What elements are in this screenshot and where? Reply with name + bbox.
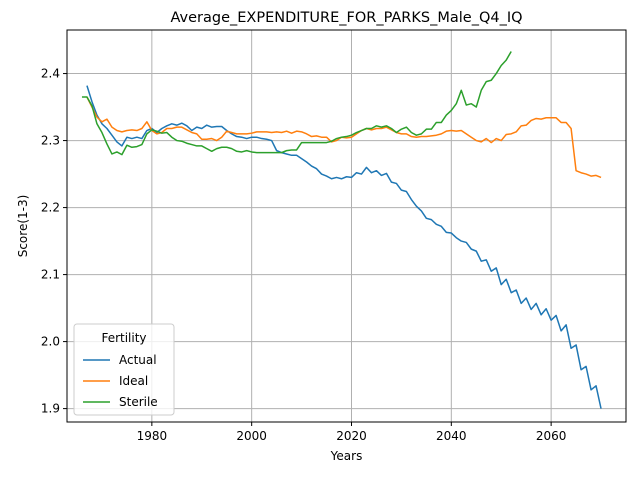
legend-label-sterile: Sterile — [119, 395, 158, 409]
legend-box — [73, 323, 175, 416]
legend-label-actual: Actual — [119, 353, 157, 367]
y-axis: 1.9 2.0 2.1 2.2 2.3 2.4 — [41, 67, 67, 416]
x-axis-label: Years — [330, 449, 363, 463]
plot-frame — [66, 29, 627, 423]
y-tick-label: 2.4 — [41, 67, 60, 81]
series-lines — [81, 51, 602, 409]
y-tick-label: 2.0 — [41, 335, 60, 349]
series-line-actual — [86, 85, 602, 409]
legend: Fertility Actual Ideal Sterile — [73, 323, 175, 416]
legend-title: Fertility — [101, 331, 146, 345]
y-tick-label: 2.2 — [41, 201, 60, 215]
x-tick-label: 1980 — [137, 429, 168, 443]
series-line-sterile — [81, 51, 512, 156]
x-tick-label: 2060 — [536, 429, 567, 443]
y-tick-label: 2.1 — [41, 268, 60, 282]
y-tick-label: 2.3 — [41, 134, 60, 148]
x-tick-label: 2000 — [236, 429, 267, 443]
x-axis: 1980 2000 2020 2040 2060 — [137, 422, 567, 443]
chart-title: Average_EXPENDITURE_FOR_PARKS_Male_Q4_IQ — [170, 10, 522, 26]
y-axis-label: Score(1-3) — [16, 195, 30, 258]
y-tick-label: 1.9 — [41, 402, 60, 416]
x-tick-label: 2020 — [336, 429, 367, 443]
x-tick-label: 2040 — [436, 429, 467, 443]
legend-label-ideal: Ideal — [119, 374, 148, 388]
